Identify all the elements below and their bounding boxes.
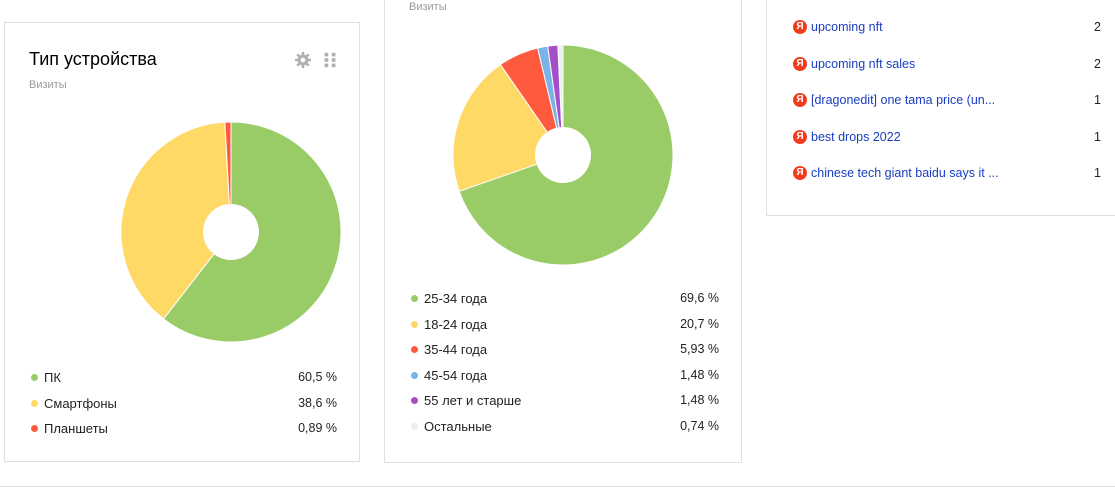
legend-percent: 5,93 % <box>680 342 719 356</box>
device-pie-chart <box>120 121 342 343</box>
visit-count: 1 <box>1094 166 1101 181</box>
legend-label: Остальные <box>424 418 492 434</box>
widget-title: Тип устройства <box>29 49 157 69</box>
legend-color-dot <box>31 425 38 432</box>
pie-slice-0[interactable] <box>458 44 674 266</box>
legend-label: 45-54 года <box>424 367 488 383</box>
visit-count: 1 <box>1094 129 1101 144</box>
legend-label: 25-34 года <box>424 291 488 306</box>
legend-color-dot <box>31 399 38 407</box>
search-phrase-link[interactable]: best drops 2022 <box>811 129 901 144</box>
legend-color-dot <box>411 346 418 353</box>
widget-subtitle: Визиты <box>409 1 447 13</box>
list-item: Я upcoming nft 2 <box>791 11 1101 48</box>
yandex-icon: Я <box>793 56 807 71</box>
list-item: Я upcoming nft sales 2 <box>791 48 1101 85</box>
widget-subtitle: Визиты <box>29 79 67 91</box>
visit-count: 2 <box>1094 20 1101 34</box>
yandex-icon: Я <box>793 166 807 181</box>
search-phrase-link[interactable]: upcoming nft <box>811 20 883 34</box>
legend-item[interactable]: Остальные 0,74 % <box>409 414 719 440</box>
legend-item[interactable]: 35-44 года 5,93 % <box>409 337 719 363</box>
device-legend: ПК 60,5 % Смартфоны 38,6 % Планшеты 0,89… <box>29 365 337 442</box>
yandex-icon: Я <box>793 20 807 34</box>
list-item: Я best drops 2022 1 <box>791 121 1101 158</box>
yandex-icon: Я <box>793 129 807 144</box>
age-pie-chart <box>452 44 674 266</box>
pie-slice-0[interactable] <box>162 121 342 343</box>
legend-label: ПК <box>44 370 61 385</box>
search-phrases-widget: Я upcoming nft 2 Я upcoming nft sales 2 … <box>766 0 1115 216</box>
legend-label: 18-24 года <box>424 316 488 332</box>
legend-item[interactable]: 18-24 года 20,7 % <box>409 312 719 338</box>
search-phrase-link[interactable]: [dragonedit] one tama price (un... <box>811 93 996 108</box>
legend-percent: 38,6 % <box>298 395 337 410</box>
pie-slice-5[interactable] <box>557 44 564 129</box>
legend-item[interactable]: Планшеты 0,89 % <box>29 416 337 442</box>
legend-color-dot <box>411 295 418 302</box>
pie-slice-1[interactable] <box>452 63 549 192</box>
legend-color-dot <box>411 371 418 379</box>
gear-icon[interactable] <box>294 51 312 69</box>
legend-percent: 0,74 % <box>680 418 719 433</box>
legend-label: 35-44 года <box>424 342 488 357</box>
legend-label: 55 лет и старше <box>424 393 522 408</box>
legend-color-dot <box>411 397 418 404</box>
legend-item[interactable]: ПК 60,5 % <box>29 365 337 391</box>
visit-count: 1 <box>1094 93 1101 108</box>
legend-item[interactable]: 55 лет и старше 1,48 % <box>409 388 719 414</box>
bottom-divider <box>0 486 1115 487</box>
age-legend: 25-34 года 69,6 % 18-24 года 20,7 % 35-4… <box>409 286 719 439</box>
search-phrase-link[interactable]: upcoming nft sales <box>811 56 916 71</box>
legend-percent: 1,48 % <box>680 393 719 407</box>
device-type-widget: Тип устройства Визиты ПК 60,5 % <box>4 22 360 462</box>
legend-percent: 20,7 % <box>680 316 719 331</box>
pie-slice-1[interactable] <box>120 121 230 320</box>
legend-percent: 60,5 % <box>298 370 337 384</box>
legend-percent: 1,48 % <box>680 367 719 382</box>
legend-color-dot <box>411 320 418 328</box>
list-item: Я chinese tech giant baidu says it ... 1 <box>791 157 1101 194</box>
legend-item[interactable]: Смартфоны 38,6 % <box>29 391 337 417</box>
legend-percent: 0,89 % <box>298 421 337 435</box>
legend-item[interactable]: 45-54 года 1,48 % <box>409 363 719 389</box>
visit-count: 2 <box>1094 56 1101 71</box>
legend-item[interactable]: 25-34 года 69,6 % <box>409 286 719 312</box>
legend-color-dot <box>411 422 418 430</box>
search-phrase-list: Я upcoming nft 2 Я upcoming nft sales 2 … <box>791 11 1101 194</box>
legend-label: Планшеты <box>44 421 108 436</box>
pie-slice-2[interactable] <box>224 121 232 206</box>
drag-handle-icon[interactable] <box>321 51 339 69</box>
legend-percent: 69,6 % <box>680 291 719 305</box>
age-widget: Визиты 25-34 года 69,6 % 18-24 года 20,7… <box>384 0 742 463</box>
legend-color-dot <box>31 374 38 381</box>
search-phrase-link[interactable]: chinese tech giant baidu says it ... <box>811 166 999 181</box>
list-item: Я [dragonedit] one tama price (un... 1 <box>791 84 1101 121</box>
yandex-icon: Я <box>793 93 807 108</box>
legend-label: Смартфоны <box>44 395 117 411</box>
